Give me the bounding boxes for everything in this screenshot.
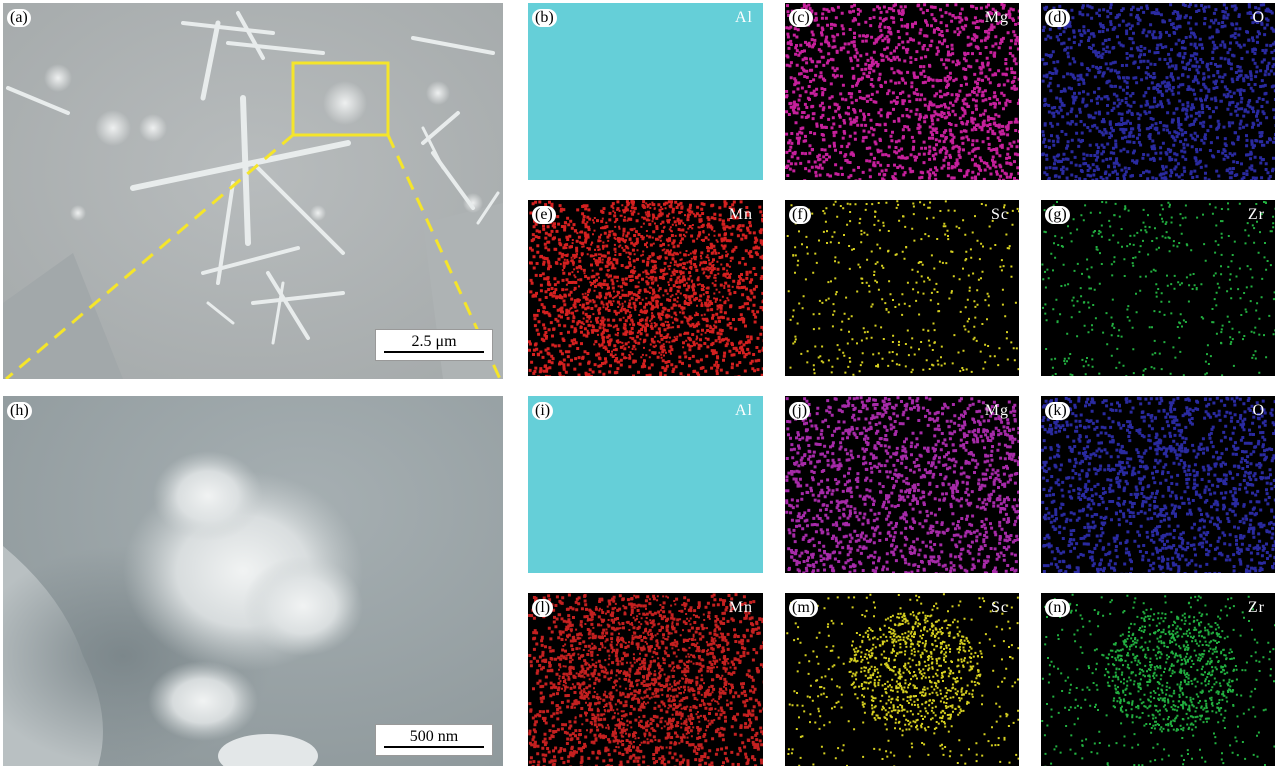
element-label: Zr <box>1247 206 1265 223</box>
panel-letter: (l) <box>532 599 554 617</box>
scale-bar-bottom: 500 nm <box>375 724 493 756</box>
eds-map-al-top: (b) Al <box>528 3 763 180</box>
element-label: Mg <box>984 402 1009 419</box>
panel-letter: (f) <box>789 206 811 224</box>
panel-letter: (d) <box>1045 9 1070 27</box>
map-texture <box>528 3 763 180</box>
panel-letter: (j) <box>789 402 811 420</box>
map-texture <box>785 593 1019 766</box>
panel-letter-h: (h) <box>7 402 32 420</box>
eds-map-zr-top: (g) Zr <box>1041 200 1275 376</box>
element-label: Al <box>735 9 753 26</box>
eds-map-sc-bottom: (m) Sc <box>785 593 1019 766</box>
panel-letter-a: (a) <box>7 9 31 27</box>
scale-bar-line <box>384 351 484 353</box>
panel-letter: (e) <box>532 206 556 224</box>
map-texture <box>1041 396 1275 573</box>
map-texture <box>528 200 763 376</box>
sem-image-bottom <box>3 396 503 766</box>
scale-bar-label: 500 nm <box>409 728 459 745</box>
panel-letter: (i) <box>532 402 554 420</box>
panel-letter: (g) <box>1045 206 1070 224</box>
eds-map-sc-top: (f) Sc <box>785 200 1019 376</box>
element-label: Mn <box>728 599 753 616</box>
element-label: Mn <box>728 206 753 223</box>
eds-map-mg-bottom: (j) Mg <box>785 396 1019 573</box>
panel-letter: (b) <box>532 9 557 27</box>
element-label: Sc <box>991 599 1009 616</box>
eds-map-o-bottom: (k) O <box>1041 396 1275 573</box>
map-texture <box>1041 200 1275 376</box>
eds-map-mn-bottom: (l) Mn <box>528 593 763 766</box>
map-texture <box>528 593 763 766</box>
map-texture <box>528 396 763 573</box>
panel-letter: (k) <box>1045 402 1070 420</box>
eds-map-mn-top: (e) Mn <box>528 200 763 376</box>
sem-image-top <box>3 3 503 379</box>
panel-letter: (c) <box>789 9 813 27</box>
element-label: Al <box>735 402 753 419</box>
eds-map-zr-bottom: (n) Zr <box>1041 593 1275 766</box>
scale-bar-top: 2.5 μm <box>375 329 493 361</box>
scale-bar-line <box>384 746 484 748</box>
eds-map-al-bottom: (i) Al <box>528 396 763 573</box>
element-label: O <box>1252 402 1265 419</box>
scale-bar-label: 2.5 μm <box>411 333 457 350</box>
panel-letter: (n) <box>1045 599 1070 617</box>
map-texture <box>1041 3 1275 180</box>
map-texture <box>785 200 1019 376</box>
sem-panel-bottom: (h) 500 nm <box>3 396 503 766</box>
map-texture <box>1041 593 1275 766</box>
sem-panel-top: (a) 2.5 μm <box>3 3 503 379</box>
panel-letter: (m) <box>789 599 819 617</box>
element-label: O <box>1252 9 1265 26</box>
eds-map-o-top: (d) O <box>1041 3 1275 180</box>
map-texture <box>785 3 1019 180</box>
eds-map-mg-top: (c) Mg <box>785 3 1019 180</box>
element-label: Zr <box>1247 599 1265 616</box>
element-label: Sc <box>991 206 1009 223</box>
map-texture <box>785 396 1019 573</box>
element-label: Mg <box>984 9 1009 26</box>
